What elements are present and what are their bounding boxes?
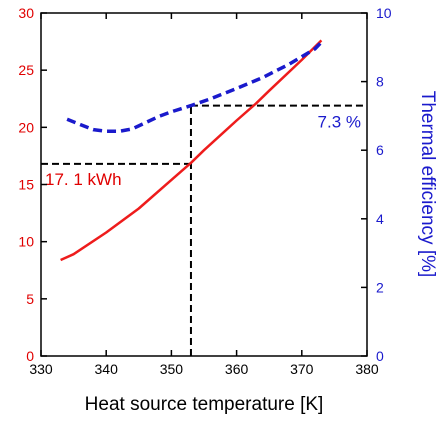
y-tick-label: 30 xyxy=(18,5,34,21)
y-tick-label: 20 xyxy=(18,119,34,135)
y2-tick-label: 2 xyxy=(376,279,384,295)
series-line-energy xyxy=(60,39,323,262)
y2-tick-label: 0 xyxy=(376,348,384,364)
x-tick-label: 330 xyxy=(29,361,53,377)
y-tick-label: 10 xyxy=(18,234,34,250)
y2-axis-title: Thermal efficiency [%] xyxy=(417,91,438,278)
x-axis-title: Heat source temperature [K] xyxy=(85,394,324,415)
y-tick-label: 25 xyxy=(18,62,34,78)
series-line-efficiency xyxy=(66,40,323,134)
y-tick-label: 5 xyxy=(26,291,34,307)
y2-tick-label: 10 xyxy=(376,5,392,21)
y2-tick-label: 8 xyxy=(376,74,384,90)
x-tick-label: 350 xyxy=(160,361,184,377)
x-tick-label: 340 xyxy=(95,361,119,377)
y2-tick-label: 4 xyxy=(376,211,384,227)
x-tick-label: 360 xyxy=(225,361,249,377)
annotation-efficiency: 7.3 % xyxy=(318,113,361,132)
y-tick-label: 0 xyxy=(26,348,34,364)
x-tick-label: 380 xyxy=(355,361,379,377)
y2-tick-label: 6 xyxy=(376,142,384,158)
annotation-kwh: 17. 1 kWh xyxy=(45,170,122,189)
x-tick-label: 370 xyxy=(290,361,314,377)
y-tick-label: 15 xyxy=(18,177,34,193)
